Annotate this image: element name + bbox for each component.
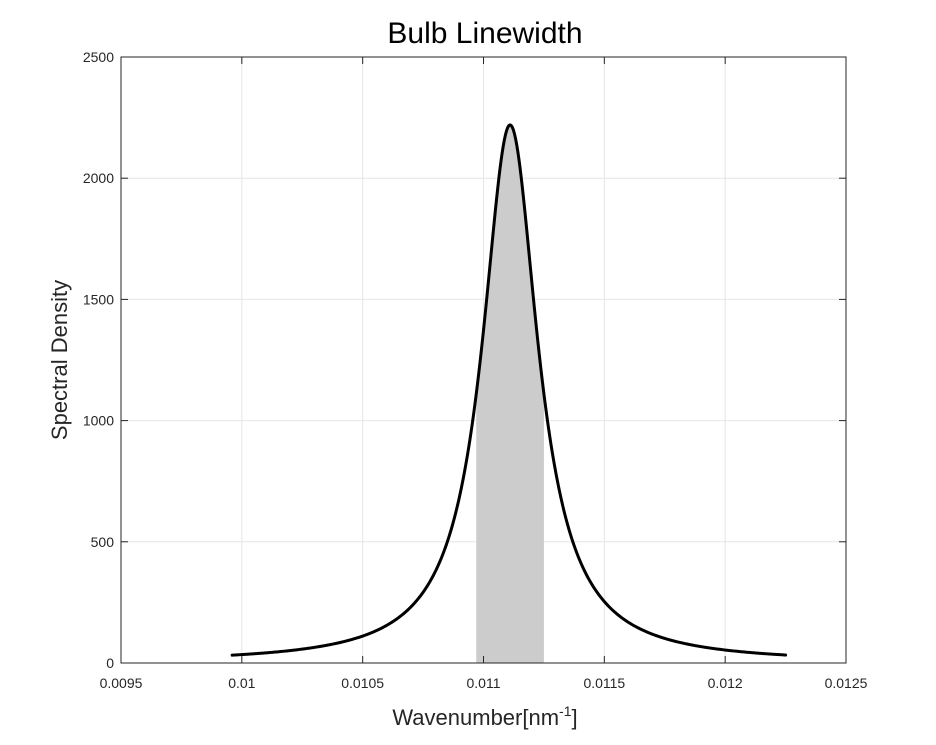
x-axis-title-main: Wavenumber[nm bbox=[392, 705, 559, 730]
x-tick-labels: 0.0095 0.01 0.0105 0.011 0.0115 0.012 0.0125 bbox=[100, 675, 868, 691]
y-tick-labels: 0 500 1000 1500 2000 2500 bbox=[83, 49, 114, 671]
tick-marks bbox=[120, 56, 847, 664]
y-tick-label: 2000 bbox=[83, 170, 114, 186]
x-tick-label: 0.0115 bbox=[583, 675, 625, 691]
spectral-density-line bbox=[230, 123, 788, 657]
chart-title: Bulb Linewidth bbox=[387, 17, 582, 50]
x-axis-title: Wavenumber[nm-1] bbox=[392, 703, 577, 730]
shaded-region bbox=[476, 124, 544, 664]
y-tick-label: 2500 bbox=[83, 49, 114, 65]
x-tick-label: 0.0095 bbox=[100, 675, 143, 691]
x-axis-title-suffix: ] bbox=[572, 705, 578, 730]
x-tick-label: 0.011 bbox=[467, 675, 501, 691]
y-tick-label: 1000 bbox=[83, 413, 114, 429]
x-tick-label: 0.0105 bbox=[341, 675, 384, 691]
y-tick-label: 500 bbox=[91, 534, 115, 550]
shaded-region-layer bbox=[476, 124, 544, 664]
x-tick-label: 0.01 bbox=[228, 675, 255, 691]
x-tick-label: 0.0125 bbox=[825, 675, 868, 691]
y-tick-label: 1500 bbox=[83, 291, 114, 307]
y-axis-title: Spectral Density bbox=[47, 280, 72, 440]
curve-layer bbox=[230, 123, 788, 657]
x-axis-title-superscript: -1 bbox=[559, 703, 572, 719]
x-tick-label: 0.012 bbox=[708, 675, 743, 691]
y-tick-label: 0 bbox=[106, 655, 114, 671]
